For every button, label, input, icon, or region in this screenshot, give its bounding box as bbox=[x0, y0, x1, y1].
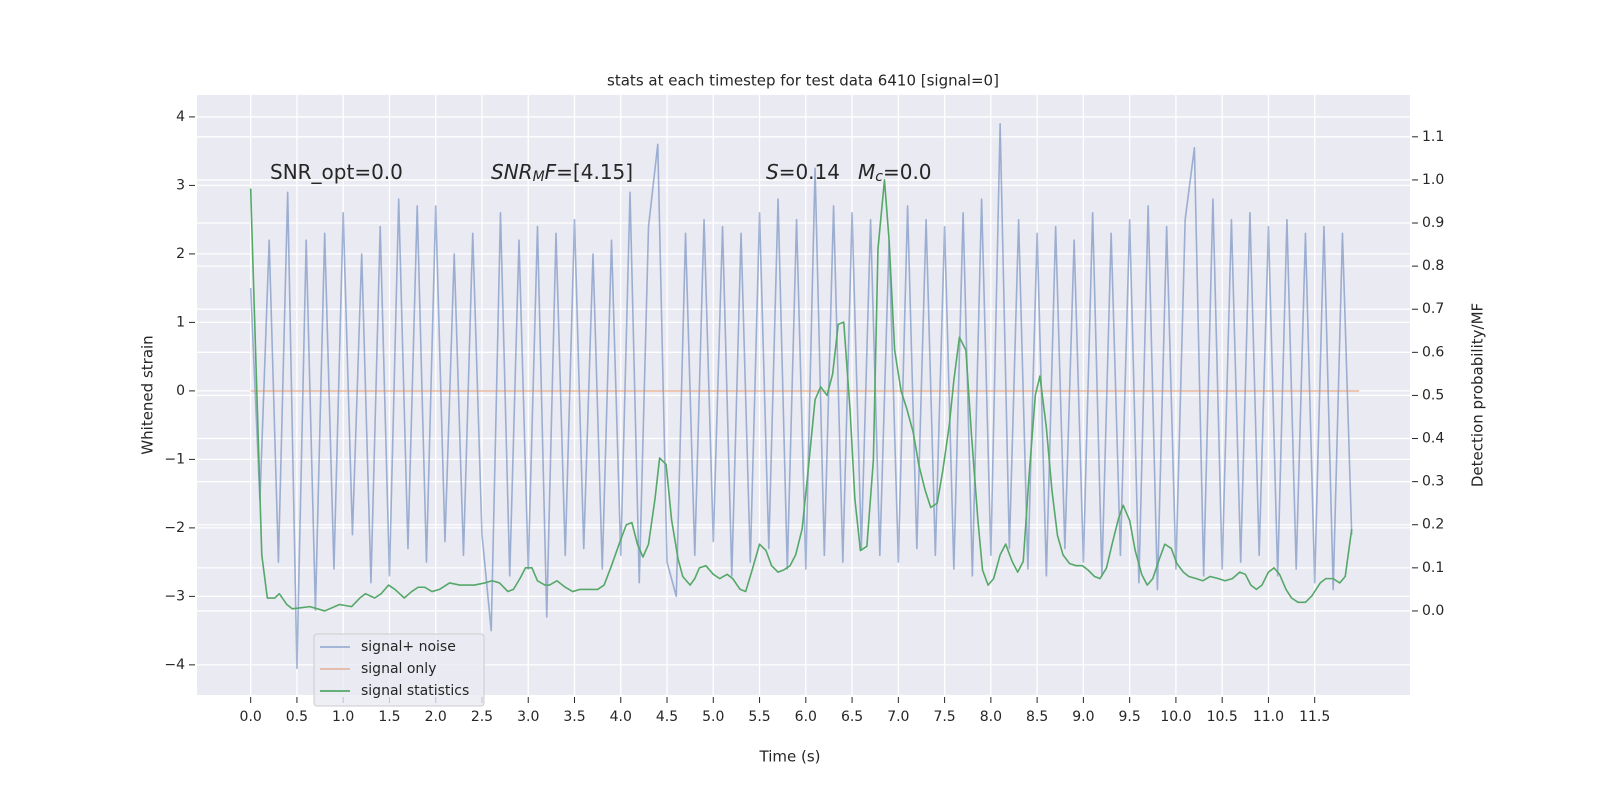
x-tick-label: 0.0 bbox=[240, 709, 262, 725]
annotation: SNR_opt=0.0 bbox=[270, 160, 403, 184]
y2-tick-label: 0.9 bbox=[1422, 215, 1444, 231]
annotation: SNRMF=[4.15] bbox=[491, 160, 633, 186]
x-tick-label: 2.0 bbox=[425, 709, 447, 725]
annotation: Mc=0.0 bbox=[858, 160, 932, 186]
y2-tick-label: 1.0 bbox=[1422, 172, 1444, 188]
annotation-part: M bbox=[533, 169, 545, 185]
y2-tick-label: 0.6 bbox=[1422, 344, 1444, 360]
x-axis-label: Time (s) bbox=[759, 748, 821, 766]
legend-label: signal statistics bbox=[361, 683, 469, 699]
x-tick-label: 1.5 bbox=[378, 709, 400, 725]
annotation-part: S bbox=[766, 160, 779, 184]
x-tick-label: 9.0 bbox=[1072, 709, 1094, 725]
annotation-part: =0.14 bbox=[779, 160, 840, 184]
y2-tick-label: 0.8 bbox=[1422, 258, 1444, 274]
legend-box bbox=[313, 633, 485, 707]
x-tick-label: 0.5 bbox=[286, 709, 308, 725]
series-line bbox=[249, 122, 1353, 670]
x-tick-label: 1.0 bbox=[332, 709, 354, 725]
y2-tick-label: 0.7 bbox=[1422, 301, 1444, 317]
x-tick-label: 7.5 bbox=[933, 709, 955, 725]
y-tick-label: −1 bbox=[164, 451, 185, 467]
x-tick-label: 2.5 bbox=[471, 709, 493, 725]
annotation-part: F bbox=[545, 160, 557, 184]
y-axis-label: Whitened strain bbox=[139, 335, 157, 454]
x-tick-label: 5.5 bbox=[748, 709, 770, 725]
y2-tick-label: 0.3 bbox=[1422, 474, 1444, 490]
y2-tick-label: 1.1 bbox=[1422, 129, 1444, 145]
annotation-part: c bbox=[875, 169, 883, 185]
annotation-part: =0.0 bbox=[883, 160, 932, 184]
y2-tick-label: 0.5 bbox=[1422, 387, 1444, 403]
x-tick-label: 4.5 bbox=[656, 709, 678, 725]
y-tick-label: 4 bbox=[176, 109, 185, 125]
x-tick-label: 7.0 bbox=[887, 709, 909, 725]
y2-tick-label: 0.2 bbox=[1422, 517, 1444, 533]
y-tick-label: 2 bbox=[176, 246, 185, 262]
y-tick-label: 0 bbox=[176, 383, 185, 399]
x-tick-label: 6.5 bbox=[841, 709, 863, 725]
x-tick-label: 4.0 bbox=[610, 709, 632, 725]
annotation-part: SNR bbox=[491, 160, 533, 184]
y-tick-label: −3 bbox=[164, 588, 185, 604]
y2-tick-label: 0.1 bbox=[1422, 560, 1444, 576]
x-tick-label: 6.0 bbox=[795, 709, 817, 725]
x-tick-label: 11.5 bbox=[1299, 709, 1330, 725]
y2-axis-label: Detection probability/MF bbox=[1469, 303, 1487, 487]
y2-tick-label: 0.0 bbox=[1422, 603, 1444, 619]
annotation-part: M bbox=[858, 160, 875, 184]
y-tick-label: −2 bbox=[164, 520, 185, 536]
y-tick-label: −4 bbox=[164, 657, 185, 673]
y-tick-label: 3 bbox=[176, 177, 185, 193]
x-tick-label: 10.5 bbox=[1207, 709, 1238, 725]
annotation: S=0.14 bbox=[766, 160, 840, 184]
legend-label: signal only bbox=[361, 661, 436, 677]
x-tick-label: 9.5 bbox=[1119, 709, 1141, 725]
legend-label: signal+ noise bbox=[361, 639, 456, 655]
x-tick-label: 3.0 bbox=[517, 709, 539, 725]
x-tick-label: 5.0 bbox=[702, 709, 724, 725]
annotation-part: =[4.15] bbox=[556, 160, 633, 184]
x-tick-label: 8.5 bbox=[1026, 709, 1048, 725]
annotation-part: SNR_opt=0.0 bbox=[270, 160, 403, 184]
x-tick-label: 3.5 bbox=[563, 709, 585, 725]
chart-title: stats at each timestep for test data 641… bbox=[607, 72, 999, 90]
x-tick-label: 10.0 bbox=[1160, 709, 1191, 725]
y2-tick-label: 0.4 bbox=[1422, 431, 1444, 447]
x-tick-label: 11.0 bbox=[1253, 709, 1284, 725]
series-line bbox=[249, 179, 1353, 612]
y-tick-label: 1 bbox=[176, 314, 185, 330]
x-tick-label: 8.0 bbox=[980, 709, 1002, 725]
